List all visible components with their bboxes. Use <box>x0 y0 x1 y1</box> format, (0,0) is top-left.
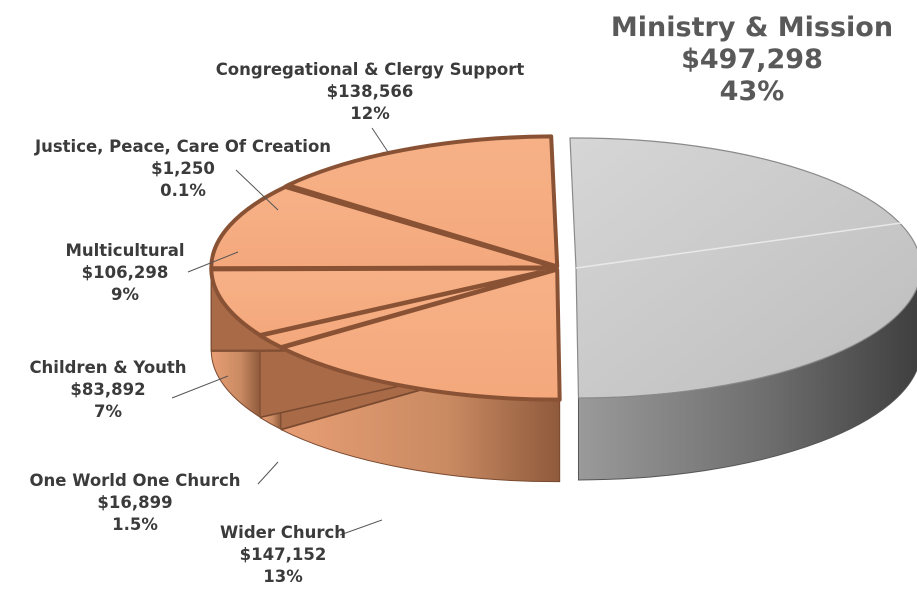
slice-label-percent: 43% <box>720 76 785 107</box>
slice-label-name: Children & Youth <box>29 358 186 377</box>
slice-label-amount: $106,298 <box>82 263 169 282</box>
slice-label-amount: $497,298 <box>681 44 823 75</box>
slice-label-amount: $138,566 <box>327 82 414 101</box>
slice-label-amount: $1,250 <box>151 159 215 178</box>
slice-label-name: One World One Church <box>30 471 241 490</box>
slice-label-name: Justice, Peace, Care Of Creation <box>34 137 331 156</box>
slice-label-percent: 13% <box>263 567 303 586</box>
slice-label-name: Wider Church <box>220 523 346 542</box>
label-leader-line <box>258 462 278 484</box>
slice-label-percent: 9% <box>111 285 139 304</box>
slice-label-amount: $83,892 <box>70 380 145 399</box>
slice-label-amount: $147,152 <box>240 545 327 564</box>
slice-label-amount: $16,899 <box>97 493 172 512</box>
slice-label-name: Ministry & Mission <box>611 12 893 43</box>
slice-label-percent: 0.1% <box>160 181 206 200</box>
label-leader-line <box>372 128 388 152</box>
slice-label-percent: 7% <box>94 402 122 421</box>
label-leader-line <box>172 376 228 398</box>
slice-label-name: Multicultural <box>65 241 184 260</box>
slice-label-name: Congregational & Clergy Support <box>216 60 525 79</box>
slice-label-percent: 1.5% <box>112 515 158 534</box>
slice-label-percent: 12% <box>350 104 390 123</box>
label-leader-line <box>340 520 382 535</box>
